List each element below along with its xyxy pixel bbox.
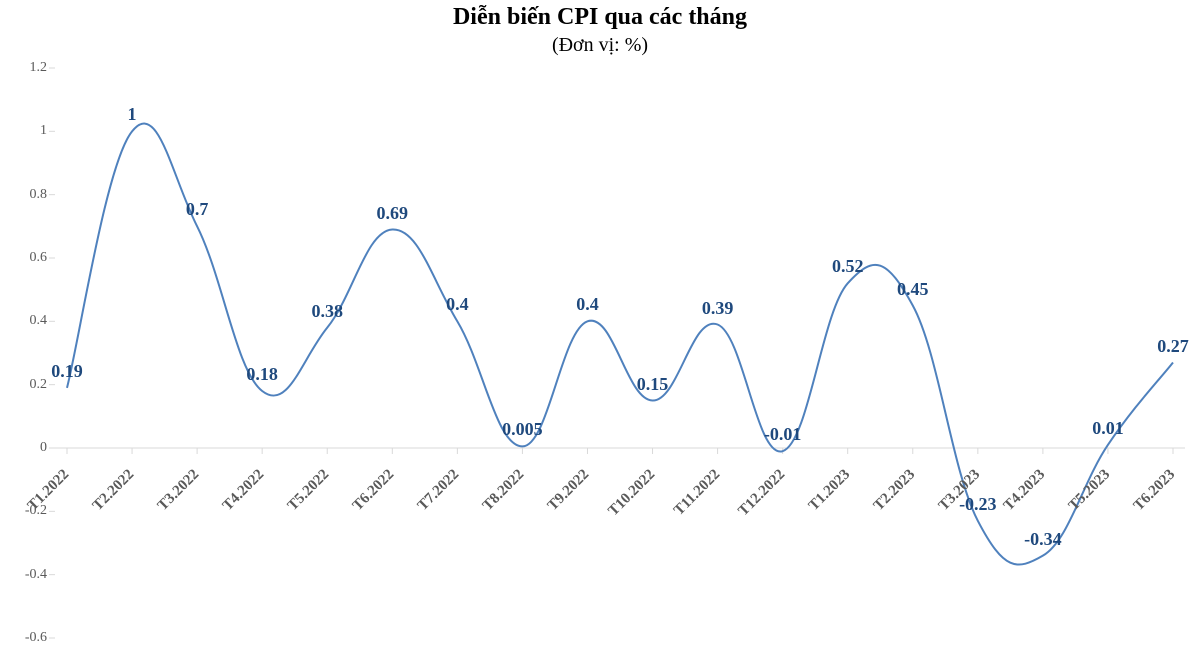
y-tick-label: 0.8 [5, 187, 47, 203]
data-label: 0.005 [502, 419, 543, 440]
data-label: 0.38 [311, 301, 343, 322]
data-label: 0.52 [832, 256, 864, 277]
data-label: 0.27 [1157, 336, 1189, 357]
y-tick-label: -0.6 [5, 630, 47, 646]
chart-title: Diễn biến CPI qua các tháng [0, 4, 1200, 31]
data-label: 1 [128, 104, 137, 125]
data-label: 0.69 [377, 203, 409, 224]
data-label: 0.39 [702, 298, 734, 319]
data-label: 0.7 [186, 199, 209, 220]
data-label: 0.18 [246, 364, 278, 385]
y-tick-label: 0.6 [5, 250, 47, 266]
data-label: 0.4 [446, 294, 469, 315]
y-tick-label: 1.2 [5, 60, 47, 76]
y-tick-label: 0 [5, 440, 47, 456]
y-tick-label: -0.4 [5, 567, 47, 583]
y-tick-label: 0.2 [5, 377, 47, 393]
data-label: -0.34 [1024, 529, 1062, 550]
data-label: 0.01 [1092, 418, 1124, 439]
data-label: 0.19 [51, 361, 83, 382]
cpi-line-chart: Diễn biến CPI qua các tháng (Đơn vị: %) … [0, 0, 1200, 669]
plot-area: -0.6-0.4-0.200.20.40.60.811.2T1.2022T2.2… [55, 68, 1185, 638]
y-tick-label: 0.4 [5, 313, 47, 329]
data-label: -0.23 [959, 494, 997, 515]
data-label: -0.01 [764, 424, 802, 445]
data-label: 0.45 [897, 279, 929, 300]
chart-svg [55, 68, 1185, 638]
data-label: 0.15 [637, 374, 669, 395]
y-tick-label: 1 [5, 123, 47, 139]
data-label: 0.4 [576, 294, 599, 315]
chart-subtitle: (Đơn vị: %) [0, 34, 1200, 57]
